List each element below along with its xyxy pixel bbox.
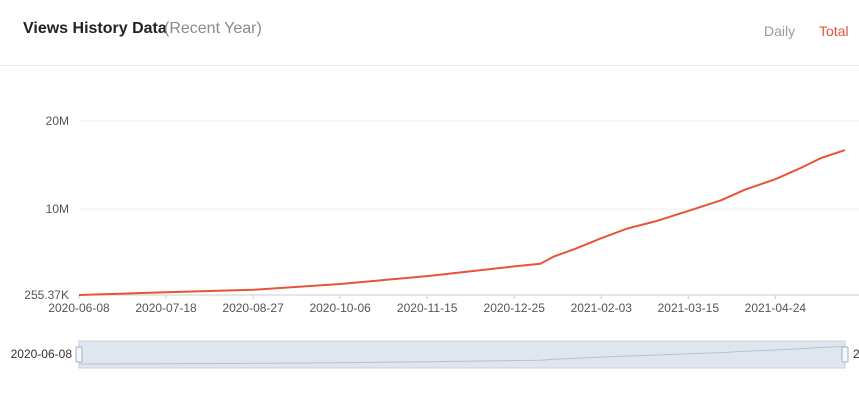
views-line-chart: 255.37K 10M 20M 2020-06-08 2020-07-18 2020-08… xyxy=(11,114,859,369)
zoom-end-label: 2 xyxy=(853,347,859,361)
x-tick-label: 2020-12-25 xyxy=(484,301,546,315)
x-tick-label: 2021-03-15 xyxy=(658,301,720,315)
chart-subtitle: (Recent Year) xyxy=(164,20,262,37)
views-series-line xyxy=(78,149,846,296)
x-tick-label: 2021-04-24 xyxy=(745,301,807,315)
x-tick-label: 2020-10-06 xyxy=(309,301,371,315)
x-tick-label: 2020-08-27 xyxy=(222,301,284,315)
x-tick-label: 2020-07-18 xyxy=(135,301,197,315)
chart-title: Views History Data xyxy=(23,20,167,37)
y-tick-label: 20M xyxy=(46,114,69,128)
x-tick-label: 2020-06-08 xyxy=(48,301,110,315)
chart-header: Views History Data (Recent Year) Daily T… xyxy=(0,0,859,66)
y-tick-label: 10M xyxy=(46,202,69,216)
y-tick-label: 255.37K xyxy=(24,288,69,302)
zoom-slider-preview xyxy=(78,346,846,365)
x-tick-label: 2021-02-03 xyxy=(571,301,633,315)
zoom-handle-right[interactable] xyxy=(841,346,849,363)
zoom-handle-left[interactable] xyxy=(75,346,83,363)
x-tick-label: 2020-11-15 xyxy=(397,301,458,315)
total-toggle[interactable]: Total xyxy=(819,23,849,39)
zoom-start-label: 2020-06-08 xyxy=(11,347,73,361)
daily-toggle[interactable]: Daily xyxy=(764,23,796,39)
